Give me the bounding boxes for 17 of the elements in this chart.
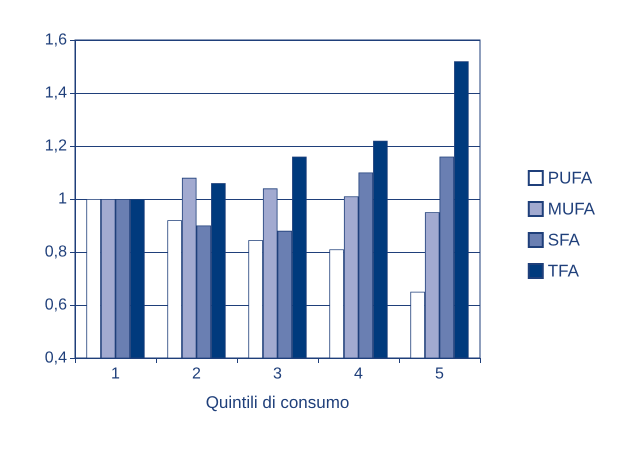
legend-label: MUFA bbox=[548, 200, 596, 218]
y-tick-label: 1,6 bbox=[44, 32, 68, 48]
x-tick-label: 1 bbox=[111, 366, 120, 382]
legend-label: PUFA bbox=[548, 168, 593, 188]
y-tick-label: 1 bbox=[58, 190, 68, 208]
y-tick-label: 1,2 bbox=[44, 138, 68, 154]
y-tick-label: 0,8 bbox=[44, 244, 68, 260]
x-tick-label: 5 bbox=[435, 366, 444, 382]
legend-label: SFA bbox=[548, 230, 581, 250]
y-tick-label: 0,4 bbox=[44, 350, 68, 366]
legend-label: TFA bbox=[548, 262, 580, 280]
x-tick-label: 3 bbox=[273, 366, 282, 382]
x-tick-label: 2 bbox=[192, 366, 202, 382]
y-tick-label: 1,4 bbox=[44, 84, 68, 102]
y-tick-label: 0,6 bbox=[44, 296, 68, 314]
x-tick-label: 4 bbox=[354, 366, 364, 382]
x-axis-title: Quintili di consumo bbox=[206, 393, 350, 412]
